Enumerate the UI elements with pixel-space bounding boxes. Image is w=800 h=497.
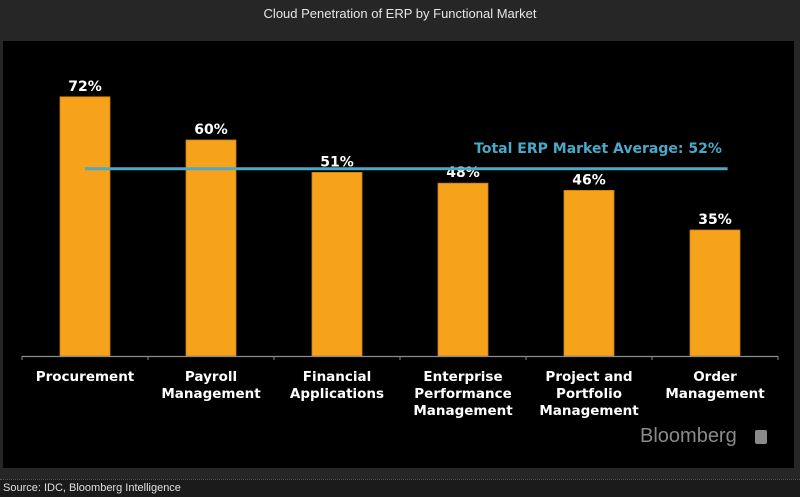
value-label-5: 35% — [698, 212, 732, 228]
category-label-4: Portfolio — [556, 386, 622, 402]
bar-0 — [59, 96, 111, 357]
plot-panel — [3, 41, 794, 468]
category-label-5: Management — [665, 386, 765, 402]
category-label-1: Management — [161, 386, 261, 402]
category-label-3: Performance — [414, 386, 511, 402]
bloomberg-logo: Bloomberg — [640, 425, 737, 447]
value-label-4: 46% — [572, 172, 606, 188]
category-label-2: Applications — [290, 386, 384, 402]
bloomberg-chart-icon — [755, 430, 767, 444]
category-label-0: Procurement — [36, 369, 135, 385]
category-label-1: Payroll — [185, 369, 237, 385]
value-label-0: 72% — [68, 79, 102, 95]
bar-1 — [185, 139, 237, 357]
value-label-2: 51% — [320, 154, 354, 170]
average-line-label: Total ERP Market Average: 52% — [474, 141, 722, 157]
category-label-3: Management — [413, 403, 513, 419]
category-label-5: Order — [693, 369, 737, 385]
category-label-4: Project and — [545, 369, 632, 385]
bar-3 — [437, 182, 489, 357]
category-label-2: Financial — [303, 369, 372, 385]
chart-title: Cloud Penetration of ERP by Functional M… — [0, 0, 800, 33]
value-label-1: 60% — [194, 122, 228, 138]
bar-4 — [563, 189, 615, 357]
bar-2 — [311, 171, 363, 357]
category-label-3: Enterprise — [423, 369, 502, 385]
source-bar: Source: IDC, Bloomberg Intelligence — [0, 479, 800, 497]
bar-5 — [689, 229, 741, 357]
category-label-4: Management — [539, 403, 639, 419]
source-text: Source: IDC, Bloomberg Intelligence — [3, 482, 181, 494]
